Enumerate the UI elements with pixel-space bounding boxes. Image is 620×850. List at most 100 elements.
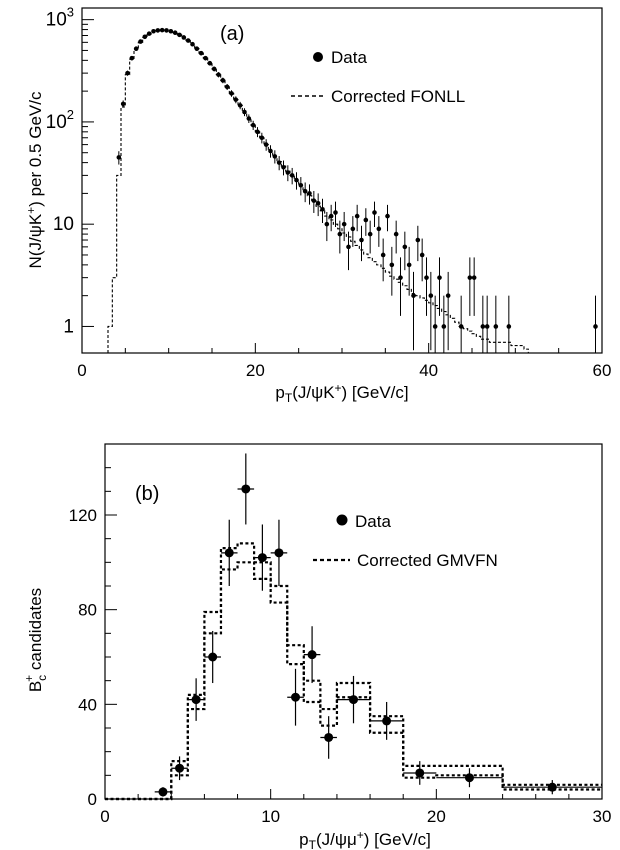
data-point xyxy=(393,220,399,254)
data-point xyxy=(185,38,191,43)
data-marker xyxy=(181,35,187,40)
data-point xyxy=(187,678,205,721)
data-point xyxy=(315,193,321,217)
panel-b-y-ticks: 0 40 80 120 xyxy=(69,467,117,809)
data-marker xyxy=(229,91,234,96)
data-marker xyxy=(120,101,126,107)
data-marker xyxy=(307,650,317,660)
data-point xyxy=(171,756,188,781)
data-marker xyxy=(250,122,256,128)
data-point xyxy=(237,453,255,525)
data-point xyxy=(333,201,338,227)
data-marker xyxy=(302,188,308,194)
data-point xyxy=(337,220,343,254)
data-marker xyxy=(289,173,295,178)
data-point xyxy=(120,100,126,108)
data-marker xyxy=(158,787,168,797)
data-point xyxy=(359,225,364,262)
data-point xyxy=(380,238,386,282)
data-marker xyxy=(372,210,377,215)
data-marker xyxy=(272,154,278,159)
legend-fonll-label: Corrected FONLL xyxy=(331,87,465,106)
data-marker xyxy=(333,210,338,215)
data-marker xyxy=(411,293,416,298)
data-marker xyxy=(464,773,474,783)
data-point xyxy=(303,626,321,684)
data-marker xyxy=(349,695,358,705)
data-marker xyxy=(324,732,334,742)
data-marker xyxy=(291,692,301,702)
legend-data-label: Data xyxy=(355,512,391,531)
panel-a-x-ticks: 0 20 40 60 xyxy=(77,343,611,380)
data-marker xyxy=(216,72,221,77)
data-point xyxy=(432,295,438,353)
data-point xyxy=(458,295,464,353)
data-marker xyxy=(467,275,473,280)
data-marker xyxy=(458,324,464,329)
panel-a-x-axis-title: pT(J/ψK+) [GeV/c] xyxy=(275,381,408,405)
data-marker xyxy=(224,548,234,558)
data-marker xyxy=(328,213,334,219)
data-marker xyxy=(185,38,191,43)
data-point xyxy=(194,46,200,51)
legend-gmvfn-label: Corrected GMVFN xyxy=(357,551,498,570)
fonll-step-line xyxy=(107,29,529,353)
y-tick-label: 80 xyxy=(78,601,97,620)
data-marker xyxy=(133,46,139,51)
data-point xyxy=(480,295,486,353)
data-marker xyxy=(311,198,317,203)
data-marker xyxy=(241,484,251,494)
data-marker xyxy=(207,60,213,66)
data-marker xyxy=(480,324,486,329)
data-point xyxy=(289,167,295,185)
data-point xyxy=(220,519,238,586)
data-marker xyxy=(172,30,178,36)
data-marker xyxy=(138,39,143,44)
data-point xyxy=(242,108,247,117)
data-marker xyxy=(211,66,217,72)
data-point xyxy=(224,84,230,90)
data-marker xyxy=(155,28,161,33)
data-marker xyxy=(471,275,477,280)
data-point xyxy=(403,761,437,785)
data-marker xyxy=(116,155,122,160)
data-point xyxy=(129,55,135,61)
data-point xyxy=(177,32,182,38)
legend-data-marker xyxy=(313,52,323,62)
data-marker xyxy=(324,221,330,227)
data-point xyxy=(336,675,371,724)
data-marker xyxy=(363,217,369,223)
data-point xyxy=(398,257,403,316)
data-marker xyxy=(593,324,598,329)
data-marker xyxy=(320,206,325,212)
data-point xyxy=(220,77,226,84)
data-marker xyxy=(367,231,373,237)
data-marker xyxy=(129,55,135,61)
data-point xyxy=(467,257,473,316)
data-marker xyxy=(294,177,299,183)
data-point xyxy=(246,114,252,123)
data-point xyxy=(116,151,122,165)
data-point xyxy=(350,216,356,247)
data-point xyxy=(287,668,304,726)
data-marker xyxy=(506,324,512,329)
data-marker xyxy=(151,28,156,34)
data-point xyxy=(155,28,161,33)
data-marker xyxy=(175,763,185,773)
data-marker xyxy=(415,768,425,778)
data-point xyxy=(376,216,382,247)
data-point xyxy=(411,271,416,351)
data-point xyxy=(437,257,442,316)
data-point xyxy=(324,211,330,242)
data-marker xyxy=(424,275,429,280)
data-point xyxy=(164,28,169,33)
data-point xyxy=(372,201,377,227)
data-point xyxy=(471,257,477,316)
data-marker xyxy=(346,244,351,250)
data-marker xyxy=(168,28,174,34)
data-point xyxy=(198,50,204,56)
data-marker xyxy=(441,324,447,329)
data-marker xyxy=(406,262,412,268)
data-point xyxy=(354,204,360,232)
data-marker xyxy=(337,231,343,237)
